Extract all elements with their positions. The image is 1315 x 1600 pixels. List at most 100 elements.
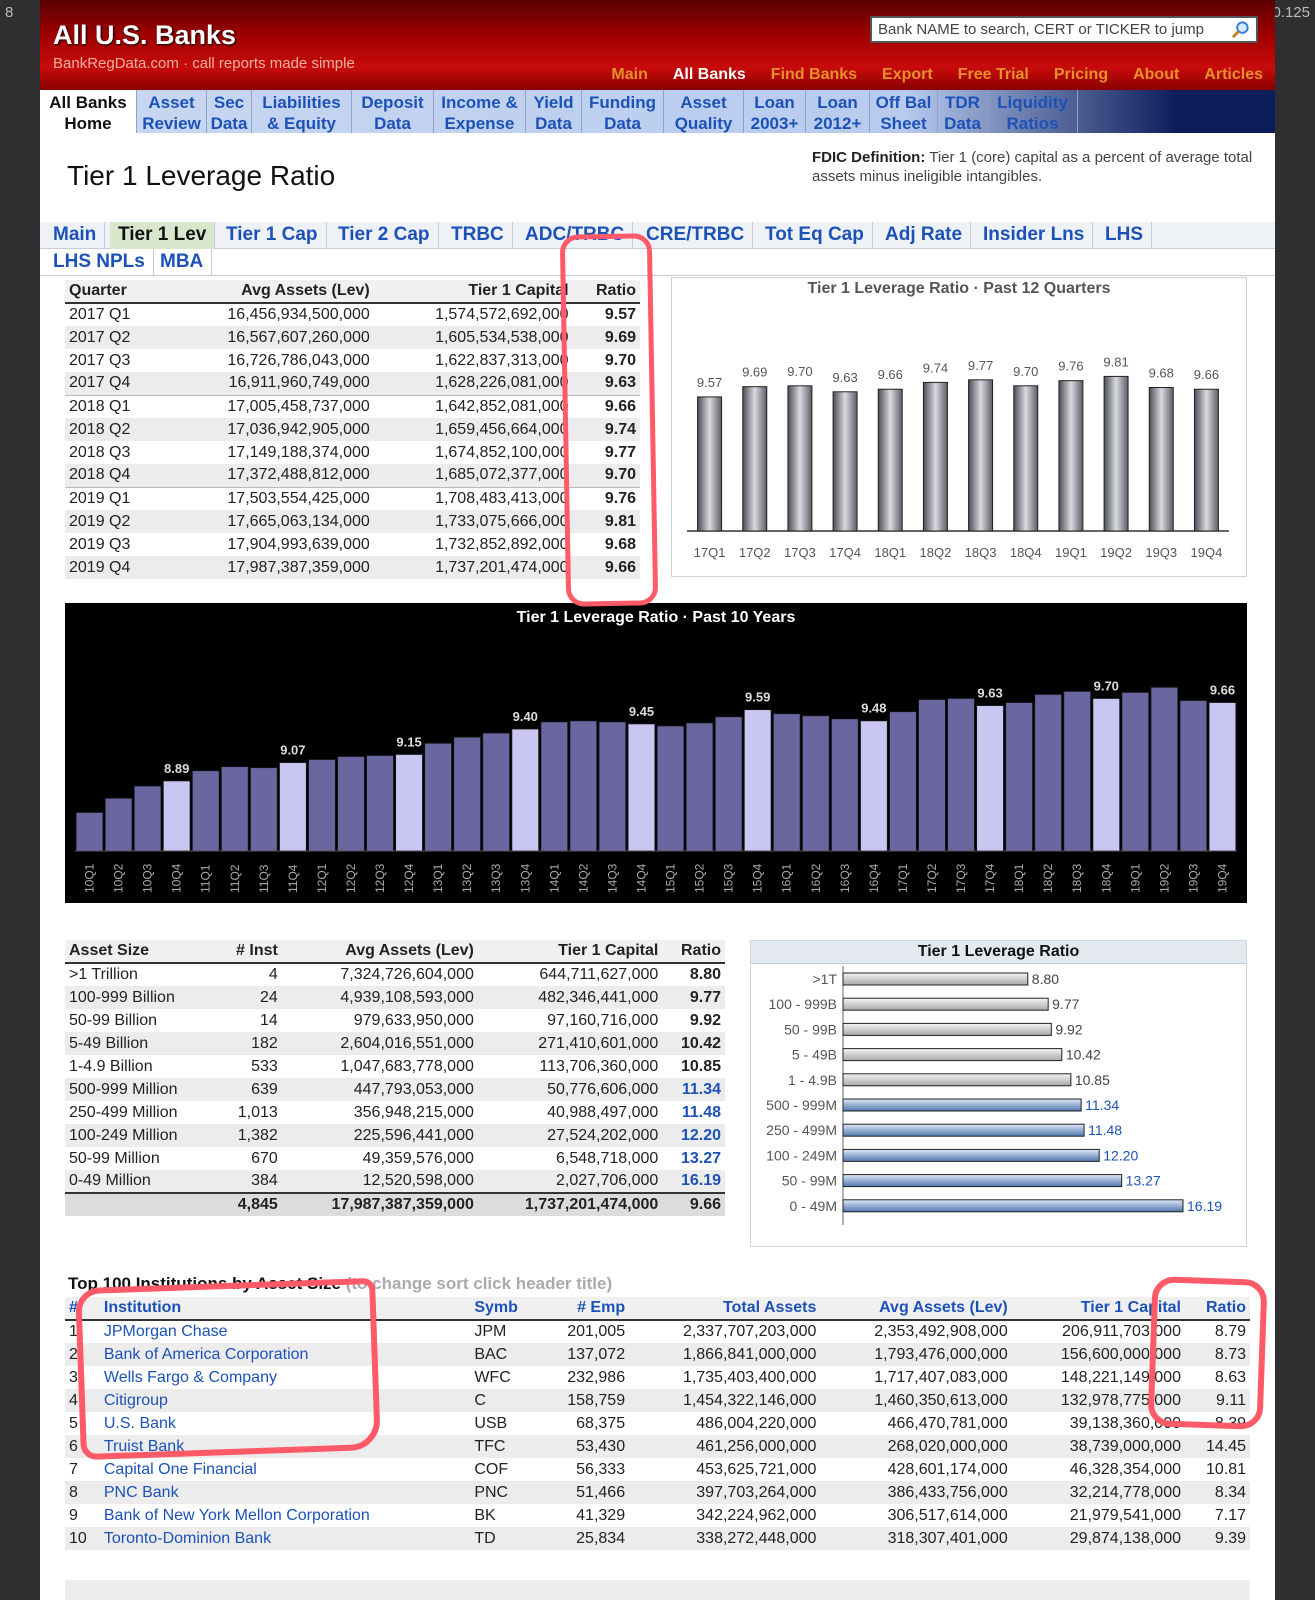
column-header[interactable]: # Emp — [540, 1297, 630, 1321]
column-header[interactable]: Ratio — [1184, 1297, 1250, 1321]
section-nav-item[interactable]: Loan 2012+ — [806, 90, 870, 133]
tab-lhs-npls[interactable]: LHS NPLs — [45, 249, 154, 276]
column-header[interactable]: Quarter — [65, 280, 163, 304]
institution-link[interactable]: JPMorgan Chase — [103, 1323, 228, 1340]
section-nav-line2: 2003+ — [750, 114, 799, 133]
table-cell: 639 — [216, 1078, 282, 1101]
section-nav-item[interactable]: Off Bal Sheet — [870, 90, 938, 133]
section-nav-item[interactable]: Liabilities & Equity — [252, 90, 352, 133]
section-nav-item[interactable]: Liquidity Ratios — [988, 90, 1078, 133]
table-cell: 9.11 — [1184, 1389, 1250, 1412]
table-cell: 1,733,075,666,000 — [373, 510, 573, 533]
section-nav-item[interactable]: Asset Quality — [664, 90, 744, 133]
column-header[interactable]: Avg Assets (Lev) — [281, 940, 478, 964]
table-cell: 2,027,706,000 — [477, 1170, 663, 1193]
bar — [249, 767, 278, 852]
table-header-row: Quarter Avg Assets (Lev) Tier 1 Capital Rat… — [65, 280, 640, 304]
tab-adj-rate[interactable]: Adj Rate — [877, 222, 972, 249]
column-header[interactable]: Avg Assets (Lev) — [162, 280, 374, 304]
tab-tier-2-cap[interactable]: Tier 2 Cap — [330, 222, 439, 249]
search-icon[interactable] — [1231, 20, 1250, 39]
section-nav-item[interactable]: TDR Data — [938, 90, 988, 133]
table-cell: >1 Trillion — [69, 966, 138, 983]
table-row: 5 U.S. Bank USB 68,375 486,004,220,000 466,47… — [65, 1412, 1250, 1435]
tab-tot-eq-cap[interactable]: Tot Eq Cap — [757, 222, 873, 249]
bar-value-label: 9.81 — [1103, 354, 1128, 369]
table-cell: 2,604,016,551,000 — [281, 1032, 478, 1055]
table-cell: 1,628,226,081,000 — [373, 372, 573, 395]
table-cell: 7,324,726,604,000 — [340, 966, 474, 983]
column-header[interactable]: Symb — [470, 1297, 541, 1321]
brand-title[interactable]: All U.S. Banks — [53, 20, 237, 50]
column-header[interactable]: Tier 1 Capital — [373, 280, 573, 304]
tab-insider-lns[interactable]: Insider Lns — [975, 222, 1094, 249]
table-cell: WFC — [474, 1368, 511, 1386]
column-header[interactable]: Institution — [99, 1297, 471, 1321]
table-row: 50-99 Billion 14 979,633,950,000 97,160,716… — [65, 1009, 725, 1032]
institution-link[interactable]: Citigroup — [103, 1391, 168, 1409]
tab-trbc[interactable]: TRBC — [443, 222, 513, 249]
bar — [917, 698, 947, 852]
bar — [1179, 699, 1208, 852]
section-nav-line1: TDR — [945, 93, 980, 112]
section-nav-line2: Expense — [444, 114, 515, 133]
top-nav-free-trial[interactable]: Free Trial — [957, 66, 1029, 83]
bar-value-label: 16.19 — [1187, 1198, 1222, 1214]
institution-cell: PNC Bank — [99, 1481, 471, 1504]
top-nav-find-banks[interactable]: Find Banks — [770, 66, 858, 83]
institution-link[interactable]: Toronto-Dominion Bank — [103, 1529, 272, 1547]
top-nav-all-banks[interactable]: All Banks — [672, 66, 746, 83]
tab-lhs[interactable]: LHS — [1097, 222, 1152, 249]
tab-mba[interactable]: MBA — [152, 249, 213, 276]
tab-tier-1-cap[interactable]: Tier 1 Cap — [218, 222, 327, 249]
section-nav-item[interactable]: Income & Expense — [434, 90, 526, 133]
column-header[interactable]: # — [65, 1297, 100, 1321]
column-header[interactable]: Total Assets — [629, 1297, 821, 1321]
column-header[interactable]: Ratio — [572, 280, 640, 304]
bar — [1092, 697, 1121, 852]
institution-link[interactable]: Bank of New York Mellon Corporation — [103, 1506, 370, 1524]
section-nav-item[interactable]: Funding Data — [582, 90, 664, 133]
column-header[interactable]: Avg Assets (Lev) — [820, 1297, 1012, 1321]
column-header[interactable]: Tier 1 Capital — [1011, 1297, 1185, 1321]
top-nav-main[interactable]: Main — [611, 66, 648, 83]
bar-value-label: 9.70 — [787, 364, 812, 379]
top-nav-about[interactable]: About — [1133, 66, 1180, 83]
quarterly-chart-panel: Tier 1 Leverage Ratio · Past 12 Quarters… — [671, 277, 1247, 577]
section-nav-item[interactable]: Yield Data — [526, 90, 582, 133]
bar — [714, 716, 743, 852]
institution-link[interactable]: Bank of America Corporation — [103, 1345, 309, 1363]
bar — [569, 720, 598, 852]
section-nav-item[interactable]: Loan 2003+ — [744, 90, 806, 133]
section-nav-item[interactable]: Deposit Data — [352, 90, 434, 133]
column-header[interactable]: Ratio — [662, 940, 725, 964]
tab-main[interactable]: Main — [45, 222, 106, 249]
table-cell: 466,470,781,000 — [887, 1414, 1008, 1432]
tab-adc-trbc[interactable]: ADC/TRBC — [517, 222, 634, 249]
table-cell: 16,567,607,260,000 — [162, 326, 374, 349]
institution-link[interactable]: Wells Fargo & Company — [103, 1368, 277, 1386]
table-cell: 500-999 Million — [65, 1078, 217, 1101]
column-header[interactable]: Asset Size — [65, 940, 217, 964]
y-tick-label: 250 - 499M — [766, 1122, 837, 1138]
asset-size-chart: >1T 8.80 100 - 999B 9.77 50 - 99B 9.92 5 - 49B… — [766, 966, 1222, 1225]
x-tick-label: 18Q4 — [1010, 545, 1042, 560]
top-nav-export[interactable]: Export — [882, 66, 933, 83]
table-cell: 53,430 — [540, 1435, 630, 1458]
top-nav-articles[interactable]: Articles — [1204, 66, 1263, 83]
institution-link[interactable]: Capital One Financial — [103, 1460, 257, 1478]
section-nav-item[interactable]: All Banks Home — [40, 90, 137, 133]
institution-link[interactable]: PNC Bank — [103, 1483, 179, 1501]
institution-link[interactable]: Truist Bank — [103, 1437, 185, 1455]
tab-cre-trbc[interactable]: CRE/TRBC — [638, 222, 754, 249]
bar-value-label: 9.66 — [1194, 367, 1219, 382]
column-header[interactable]: # Inst — [216, 940, 282, 964]
tab-tier-1-lev[interactable]: Tier 1 Lev — [110, 222, 216, 249]
section-nav-item[interactable]: Asset Review — [137, 90, 207, 133]
section-nav-item[interactable]: Sec Data — [207, 90, 252, 133]
institution-link[interactable]: U.S. Bank — [103, 1414, 176, 1432]
table-cell: 533 — [251, 1057, 278, 1075]
column-header[interactable]: Tier 1 Capital — [477, 940, 663, 964]
search-input[interactable]: Bank NAME to search, CERT or TICKER to j… — [870, 16, 1258, 43]
top-nav-pricing[interactable]: Pricing — [1053, 66, 1109, 83]
